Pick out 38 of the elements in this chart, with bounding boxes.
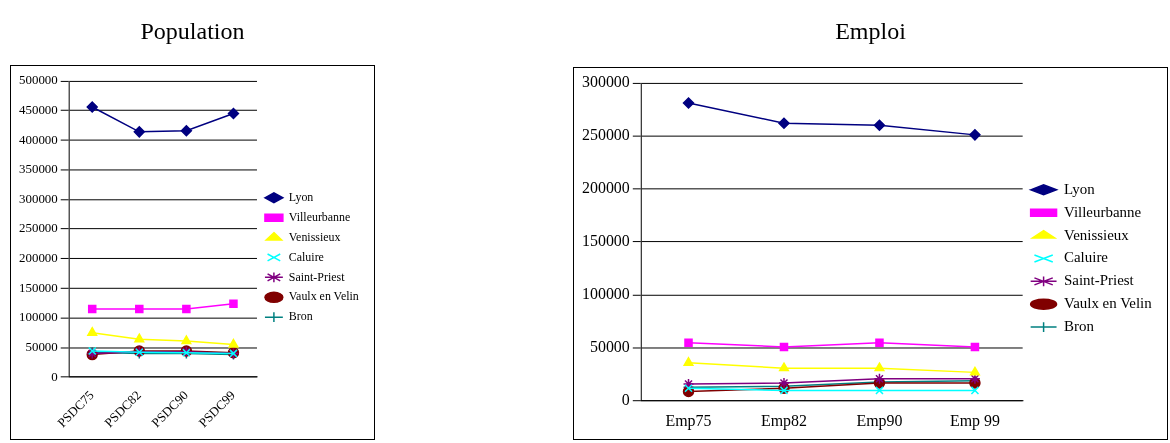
y-tick-label: 200000 — [582, 179, 630, 197]
chart-title: Population — [139, 18, 246, 45]
y-tick-label: 300000 — [19, 190, 58, 206]
legend-label: Lyon — [288, 189, 314, 204]
legend-label: Vaulx en Velin — [288, 289, 359, 304]
y-tick-label: 100000 — [19, 309, 58, 325]
legend-label: Vaulx en Velin — [1064, 295, 1153, 312]
legend-label: Caluire — [1064, 249, 1109, 266]
legend-label: Saint-Priest — [288, 269, 346, 284]
legend-label: Caluire — [288, 249, 324, 264]
legend-label: Venissieux — [288, 229, 341, 244]
y-tick-label: 0 — [621, 391, 630, 409]
legend-label: Bron — [288, 309, 313, 324]
y-tick-label: 200000 — [19, 250, 58, 266]
y-tick-label: 150000 — [19, 279, 58, 295]
legend-label: Villeurbanne — [288, 209, 351, 224]
y-tick-label: 250000 — [19, 220, 58, 236]
legend-label: Villeurbanne — [1064, 203, 1142, 220]
chart-title: Emploi — [834, 18, 907, 45]
legend-label: Venissieux — [1064, 226, 1130, 243]
legend-label: Saint-Priest — [1064, 272, 1135, 289]
y-tick-label: 500000 — [19, 72, 58, 88]
y-tick-label: 50000 — [589, 338, 630, 356]
y-tick-label: 0 — [51, 368, 58, 384]
x-tick-label: Emp75 — [665, 411, 712, 430]
legend-label: Lyon — [1064, 180, 1096, 197]
y-tick-label: 50000 — [25, 338, 58, 354]
y-tick-label: 300000 — [582, 73, 630, 91]
y-tick-label: 150000 — [582, 232, 630, 250]
legend-label: Bron — [1064, 318, 1095, 335]
x-tick-label: Emp 99 — [949, 411, 1000, 430]
y-tick-label: 100000 — [582, 285, 630, 303]
y-tick-label: 250000 — [582, 126, 630, 144]
y-tick-label: 350000 — [19, 161, 58, 177]
y-tick-label: 450000 — [19, 101, 58, 117]
x-tick-label: Emp82 — [760, 411, 808, 430]
x-tick-label: Emp90 — [856, 411, 903, 430]
y-tick-label: 400000 — [19, 131, 58, 147]
